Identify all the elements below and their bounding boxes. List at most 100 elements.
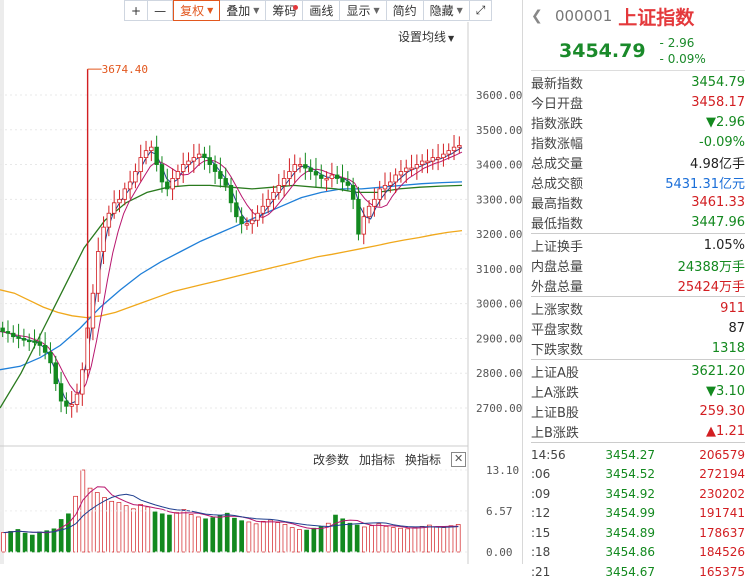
candle-body[interactable]	[366, 205, 372, 218]
candle-body[interactable]	[292, 164, 297, 172]
huaxian-button[interactable]: 画线	[303, 0, 341, 21]
candle-body[interactable]	[207, 157, 212, 165]
candle-body[interactable]	[281, 178, 287, 186]
candle-body[interactable]	[350, 185, 356, 200]
candle-body[interactable]	[409, 167, 414, 170]
candle-body[interactable]	[377, 188, 382, 200]
candle-body[interactable]	[165, 181, 170, 190]
candle-body[interactable]	[414, 164, 420, 169]
candle-body[interactable]	[244, 223, 250, 226]
candle-body[interactable]	[21, 338, 27, 341]
candle-body[interactable]	[265, 198, 271, 207]
candle-body[interactable]	[319, 174, 324, 179]
candle-body[interactable]	[372, 198, 377, 207]
candle-body[interactable]	[127, 181, 133, 190]
xianshi-dropdown[interactable]: 显示 ▼	[340, 0, 387, 21]
candle-body[interactable]	[5, 331, 11, 334]
candle-body[interactable]	[106, 212, 112, 228]
candle-body[interactable]	[159, 164, 165, 183]
candle-body[interactable]	[117, 198, 122, 204]
candle-body[interactable]	[122, 188, 127, 200]
candle-body[interactable]	[90, 292, 96, 329]
candle-body[interactable]	[255, 212, 260, 221]
candle-body[interactable]	[228, 185, 234, 204]
candle-body[interactable]	[260, 205, 266, 214]
candle-body[interactable]	[37, 341, 43, 346]
switch-indicator-button[interactable]: 换指标	[405, 453, 442, 467]
candle-body[interactable]	[143, 150, 149, 158]
candle-body[interactable]	[32, 340, 37, 343]
yincang-dropdown[interactable]: 隐藏 ▼	[423, 0, 470, 21]
candle-body[interactable]	[271, 191, 276, 200]
candle-body[interactable]	[457, 145, 462, 148]
candle-body[interactable]	[382, 185, 388, 190]
candle-body[interactable]	[53, 362, 58, 385]
zoom-out-button[interactable]: —	[148, 0, 174, 21]
candle-body[interactable]	[96, 251, 101, 294]
candle-body[interactable]	[425, 160, 430, 163]
add-indicator-button[interactable]: 加指标	[359, 453, 396, 467]
candle-body[interactable]	[42, 344, 48, 353]
candle-body[interactable]	[202, 153, 207, 159]
candle-body[interactable]	[111, 202, 117, 214]
candle-body[interactable]	[297, 164, 303, 167]
candle-body[interactable]	[170, 178, 175, 190]
candle-body[interactable]	[58, 383, 64, 402]
candle-body[interactable]	[419, 160, 425, 165]
zoom-in-button[interactable]: +	[124, 0, 149, 21]
close-indicator-button[interactable]: ✕	[451, 452, 467, 467]
candle-body[interactable]	[149, 146, 154, 152]
candle-body[interactable]	[69, 404, 74, 407]
candle-body[interactable]	[212, 164, 218, 172]
candle-body[interactable]	[223, 178, 228, 186]
candle-body[interactable]	[234, 202, 239, 218]
candle-body[interactable]	[48, 351, 53, 364]
candle-body[interactable]	[138, 157, 143, 172]
candle-body[interactable]	[335, 174, 340, 179]
candle-body[interactable]	[287, 171, 292, 179]
diejia-dropdown[interactable]: 叠加 ▼	[220, 0, 267, 21]
candle-body[interactable]	[175, 171, 181, 179]
candle-body[interactable]	[74, 393, 80, 405]
candle-body[interactable]	[388, 181, 393, 186]
candle-body[interactable]	[393, 174, 398, 183]
jianyue-button[interactable]: 简约	[386, 0, 424, 21]
candle-body[interactable]	[345, 181, 351, 186]
kline-chart-svg[interactable]: 3600.00 3500.00 3400.00 3300.00 3200.00 3100.…	[0, 0, 522, 564]
candle-body[interactable]	[276, 185, 281, 193]
candle-body[interactable]	[191, 157, 197, 162]
candle-body[interactable]	[27, 339, 32, 343]
candle-body[interactable]	[361, 216, 366, 235]
candle-body[interactable]	[356, 198, 361, 235]
candle-body[interactable]	[250, 219, 255, 225]
candle-body[interactable]	[404, 167, 409, 172]
candle-body[interactable]	[11, 332, 16, 338]
chevron-left-icon[interactable]: ❮	[531, 8, 543, 24]
candle-body[interactable]	[398, 171, 404, 176]
change-params-button[interactable]: 改参数	[313, 453, 350, 467]
candle-body[interactable]	[186, 160, 191, 165]
fuquan-dropdown[interactable]: 复权 ▼	[173, 0, 221, 21]
fullscreen-button[interactable]: ⤢	[469, 0, 493, 21]
candle-body[interactable]	[218, 171, 223, 179]
candle-body[interactable]	[446, 150, 451, 155]
chouma-button[interactable]: 筹码	[266, 0, 304, 21]
candle-body[interactable]	[80, 369, 85, 395]
candle-body[interactable]	[181, 164, 186, 172]
candle-body[interactable]	[441, 153, 446, 159]
candle-body[interactable]	[154, 146, 159, 165]
candle-body[interactable]	[133, 171, 138, 183]
candle-body[interactable]	[16, 336, 21, 339]
candle-body[interactable]	[308, 167, 313, 172]
candle-body[interactable]	[101, 226, 106, 252]
candle-body[interactable]	[303, 164, 308, 169]
candle-body[interactable]	[340, 178, 345, 183]
candle-body[interactable]	[451, 146, 457, 152]
kline-chart-area[interactable]: 3600.00 3500.00 3400.00 3300.00 3200.00 3100.…	[0, 0, 522, 564]
candle-body[interactable]	[313, 171, 319, 176]
candle-body[interactable]	[239, 216, 244, 225]
candle-body[interactable]	[0, 327, 5, 332]
candle-body[interactable]	[430, 157, 435, 162]
candle-body[interactable]	[64, 400, 69, 407]
candle-body[interactable]	[329, 174, 335, 179]
